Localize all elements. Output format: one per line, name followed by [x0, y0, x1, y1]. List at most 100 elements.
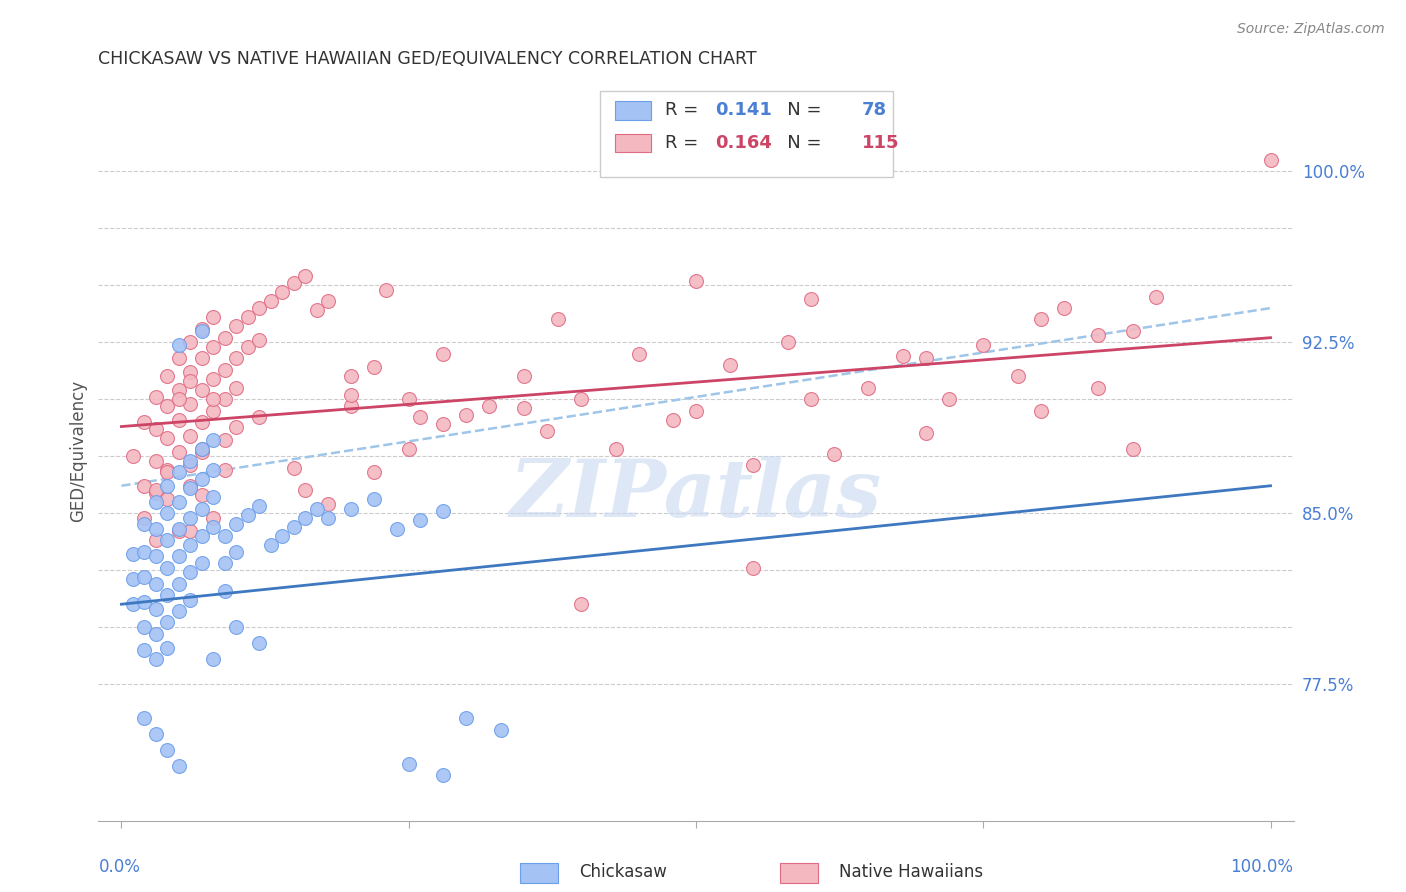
Point	[179, 453, 201, 467]
Point	[167, 524, 190, 539]
Point	[478, 399, 501, 413]
Point	[167, 465, 190, 479]
Point	[685, 403, 707, 417]
Point	[236, 340, 259, 354]
Point	[316, 510, 339, 524]
Text: Chickasaw: Chickasaw	[579, 863, 666, 881]
Point	[432, 504, 454, 518]
Point	[179, 592, 201, 607]
Point	[191, 442, 214, 457]
Point	[167, 444, 190, 458]
Point	[134, 711, 156, 725]
Point	[134, 479, 156, 493]
Point	[145, 727, 167, 741]
Point	[1122, 324, 1144, 338]
Point	[742, 458, 765, 473]
Point	[432, 417, 454, 432]
Point	[156, 369, 179, 384]
Point	[214, 434, 236, 448]
Point	[225, 517, 247, 532]
Point	[134, 642, 156, 657]
Point	[316, 497, 339, 511]
Point	[134, 545, 156, 559]
Point	[1122, 442, 1144, 457]
Point	[179, 335, 201, 350]
Point	[363, 492, 385, 507]
Point	[191, 321, 214, 335]
Point	[1029, 403, 1052, 417]
Point	[179, 538, 201, 552]
Point	[409, 410, 432, 425]
Point	[662, 413, 685, 427]
Point	[283, 520, 305, 534]
Point	[145, 522, 167, 536]
Point	[225, 545, 247, 559]
Point	[294, 483, 316, 498]
Point	[202, 652, 225, 666]
Point	[122, 547, 145, 561]
Point	[156, 399, 179, 413]
Point	[214, 556, 236, 570]
Point	[914, 426, 936, 441]
Point	[214, 463, 236, 477]
Point	[489, 723, 512, 737]
Point	[179, 510, 201, 524]
Point	[914, 351, 936, 366]
Point	[202, 340, 225, 354]
Point	[122, 449, 145, 463]
Text: CHICKASAW VS NATIVE HAWAIIAN GED/EQUIVALENCY CORRELATION CHART: CHICKASAW VS NATIVE HAWAIIAN GED/EQUIVAL…	[98, 50, 756, 68]
Point	[1029, 312, 1052, 326]
Point	[167, 604, 190, 618]
Point	[156, 615, 179, 630]
Point	[156, 743, 179, 757]
Point	[236, 310, 259, 325]
Point	[145, 483, 167, 498]
Point	[167, 392, 190, 407]
Point	[858, 381, 880, 395]
Point	[179, 458, 201, 473]
Point	[891, 349, 914, 363]
Point	[156, 533, 179, 548]
Point	[398, 392, 420, 407]
Text: 0.164: 0.164	[716, 134, 772, 152]
Point	[179, 479, 201, 493]
Point	[156, 492, 179, 507]
Point	[294, 510, 316, 524]
Point	[134, 415, 156, 429]
Point	[340, 399, 363, 413]
Point	[294, 269, 316, 284]
Text: N =: N =	[770, 134, 827, 152]
Point	[225, 620, 247, 634]
Point	[202, 490, 225, 504]
Point	[605, 442, 627, 457]
Point	[145, 576, 167, 591]
Point	[247, 410, 270, 425]
Point	[156, 588, 179, 602]
Text: Native Hawaiians: Native Hawaiians	[839, 863, 984, 881]
Point	[145, 549, 167, 564]
Point	[156, 640, 179, 655]
Point	[247, 500, 270, 514]
Point	[247, 636, 270, 650]
Text: 0.141: 0.141	[716, 102, 772, 120]
Point	[214, 331, 236, 345]
Point	[145, 652, 167, 666]
FancyBboxPatch shape	[614, 134, 651, 153]
Point	[145, 627, 167, 641]
Point	[145, 453, 167, 467]
Point	[685, 274, 707, 288]
Point	[191, 444, 214, 458]
Point	[432, 768, 454, 782]
Point	[271, 285, 294, 300]
Point	[191, 529, 214, 543]
Point	[1260, 153, 1282, 167]
Point	[340, 369, 363, 384]
Text: R =: R =	[665, 102, 704, 120]
Y-axis label: GED/Equivalency: GED/Equivalency	[69, 379, 87, 522]
Point	[156, 465, 179, 479]
Point	[202, 463, 225, 477]
Point	[1007, 369, 1029, 384]
Point	[340, 501, 363, 516]
Point	[191, 442, 214, 457]
Point	[167, 549, 190, 564]
